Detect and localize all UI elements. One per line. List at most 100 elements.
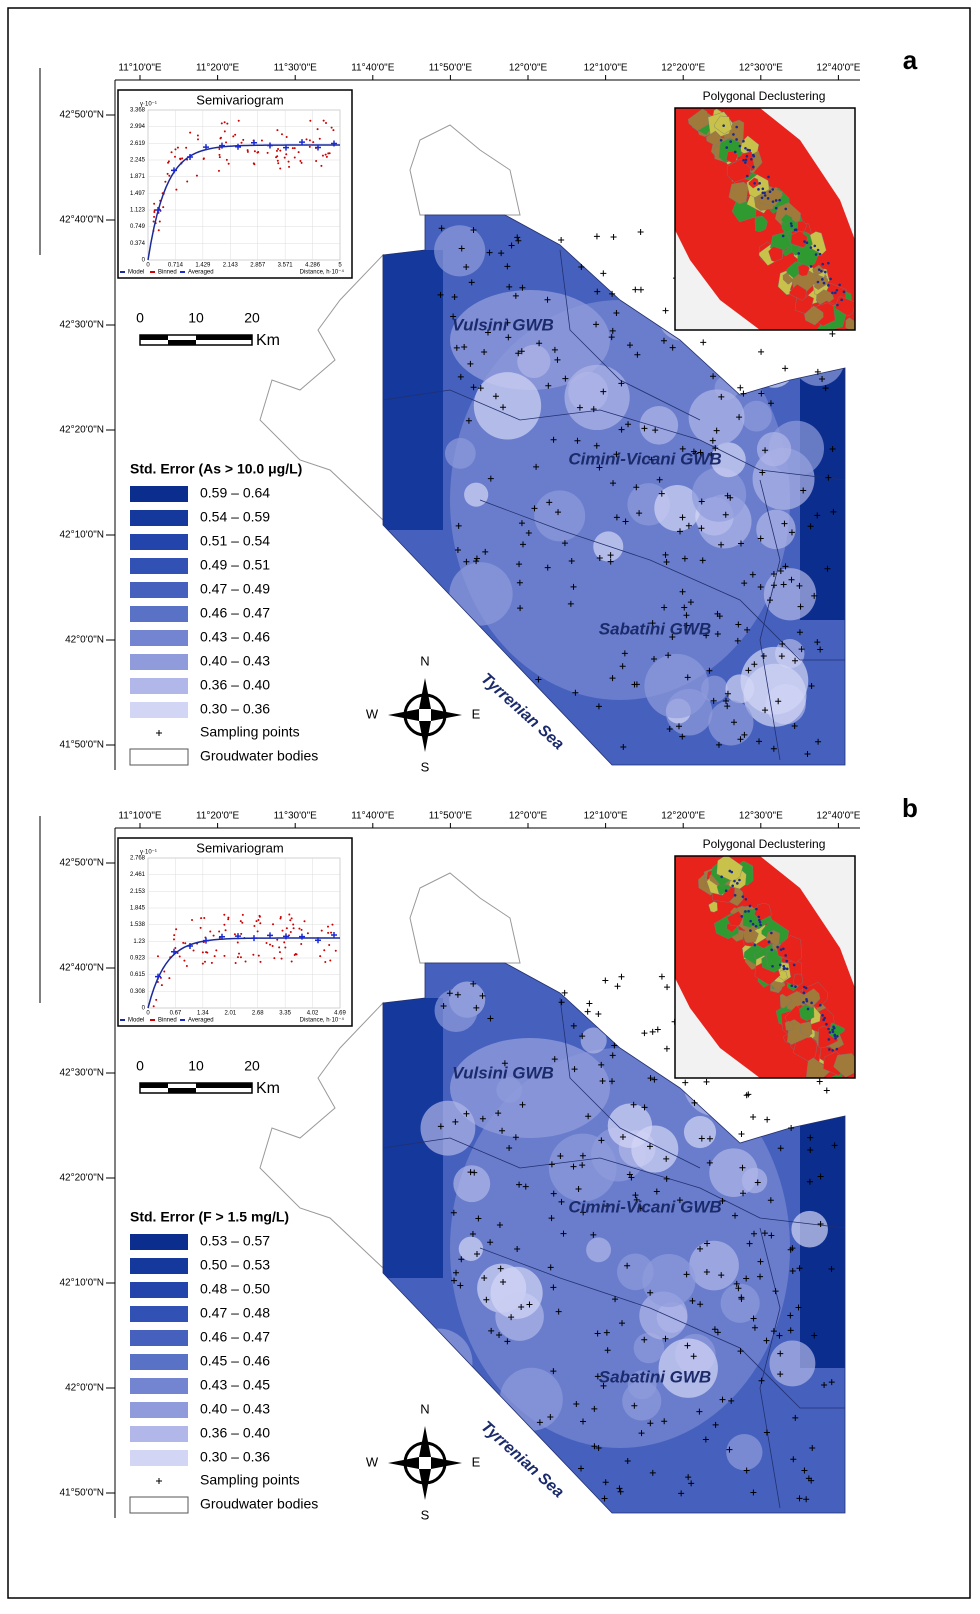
- sampling-point: [609, 327, 616, 334]
- declustering-point: [733, 150, 737, 154]
- sampling-point: [825, 474, 832, 481]
- sampling-point: [522, 1183, 529, 1190]
- sampling-point: [685, 522, 692, 529]
- sampling-point: [536, 340, 543, 347]
- declustering-title: Polygonal Declustering: [703, 837, 826, 851]
- legend-swatch: [130, 582, 188, 598]
- sampling-point: [619, 1320, 626, 1327]
- sampling-point: [609, 1078, 616, 1085]
- sampling-point: [756, 738, 763, 745]
- sampling-point: [684, 1342, 691, 1349]
- declustering-point: [753, 943, 757, 947]
- sampling-point: [500, 404, 507, 411]
- legend-label: 0.47 – 0.48: [200, 1305, 270, 1321]
- declustering-point: [728, 869, 732, 873]
- semivariogram-unit: γ·10⁻¹: [140, 102, 157, 108]
- sampling-point: [737, 540, 744, 547]
- semivariogram-legend-label: Binned: [158, 1018, 177, 1024]
- semivariogram-point: [278, 951, 281, 954]
- sampling-point: [713, 427, 720, 434]
- scale-bar-fill: [196, 335, 252, 340]
- declustering-point: [731, 884, 734, 888]
- sampling-point: [696, 1408, 703, 1415]
- scale-bar-fill: [196, 1083, 252, 1088]
- sampling-point: [484, 329, 491, 336]
- semivariogram-point: [153, 215, 156, 218]
- sampling-point: [504, 1338, 511, 1345]
- declustering-point: [752, 165, 755, 169]
- declustering-cell: [845, 317, 855, 330]
- semivariogram-point: [240, 141, 243, 144]
- declustering-point: [838, 283, 841, 287]
- sampling-point: [437, 1123, 444, 1130]
- sampling-point: [661, 1418, 668, 1425]
- declustering-cell: [708, 901, 718, 913]
- sampling-point: [463, 263, 470, 270]
- declustering-point: [784, 954, 787, 957]
- semivariogram-point: [164, 180, 167, 183]
- semivariogram-point: [213, 955, 216, 958]
- sampling-point: [768, 1232, 775, 1239]
- sampling-point: [687, 599, 694, 606]
- semivariogram-point: [324, 153, 327, 156]
- semivariogram-x-tick: 0: [146, 1011, 150, 1017]
- semivariogram-point: [327, 925, 330, 928]
- sampling-point: [690, 1353, 697, 1360]
- declustering-point: [736, 882, 739, 885]
- map-blob: [496, 1077, 523, 1103]
- semivariogram-y-tick: 1.538: [130, 922, 146, 928]
- sampling-point: [697, 1245, 704, 1252]
- legend-label: 0.47 – 0.49: [200, 581, 270, 597]
- semivariogram-point: [200, 917, 203, 920]
- sampling-point: [679, 733, 686, 740]
- sampling-point: [631, 1402, 638, 1409]
- semivariogram-point: [179, 158, 182, 161]
- declustering-point: [767, 175, 770, 179]
- semivariogram-average: [267, 142, 273, 149]
- declustering-map: [675, 108, 855, 330]
- semivariogram-point: [223, 130, 226, 133]
- semivariogram-point: [299, 160, 302, 163]
- sampling-point: [788, 576, 795, 583]
- latitude-label: 42°30'0"N: [60, 1068, 105, 1079]
- declustering-point: [744, 910, 747, 913]
- compass-letter: N: [420, 1401, 429, 1416]
- latitude-label: 42°10'0"N: [60, 530, 105, 541]
- sampling-point: [458, 245, 465, 252]
- sampling-point: [477, 385, 484, 392]
- scale-label: 20: [244, 1058, 260, 1074]
- sampling-point: [741, 580, 748, 587]
- declustering-point: [828, 1031, 832, 1034]
- sampling-point: [641, 1104, 648, 1111]
- sampling-point: [546, 499, 553, 506]
- sampling-point: [550, 1368, 557, 1375]
- sampling-point: [593, 442, 600, 449]
- sampling-point: [568, 557, 575, 564]
- semivariogram-point: [277, 162, 280, 165]
- semivariogram-point: [173, 938, 176, 941]
- sampling-point: [663, 558, 670, 565]
- sampling-point: [817, 1220, 824, 1227]
- declustering-cell: [742, 926, 759, 943]
- sampling-point: [649, 1469, 656, 1476]
- semivariogram-point: [205, 951, 208, 954]
- sampling-point: [634, 351, 641, 358]
- declustering-point: [782, 967, 786, 971]
- declustering-point: [745, 154, 749, 158]
- declustering-point: [740, 915, 744, 918]
- semivariogram-point: [315, 159, 318, 162]
- map-blob: [654, 485, 701, 532]
- sampling-point: [598, 1061, 605, 1068]
- declustering-point: [821, 262, 825, 266]
- sampling-point: [461, 343, 468, 350]
- sampling-point: [580, 1209, 587, 1216]
- semivariogram-y-tick: 1.123: [130, 208, 146, 214]
- declustering-point: [763, 191, 766, 195]
- semivariogram-point: [327, 931, 330, 934]
- sampling-point: [811, 1332, 818, 1339]
- declustering-point: [771, 200, 775, 203]
- sampling-point: [809, 1445, 816, 1452]
- semivariogram-x-tick: 2.857: [250, 263, 266, 269]
- legend-swatch: [130, 1402, 188, 1418]
- sampling-point: [506, 283, 513, 290]
